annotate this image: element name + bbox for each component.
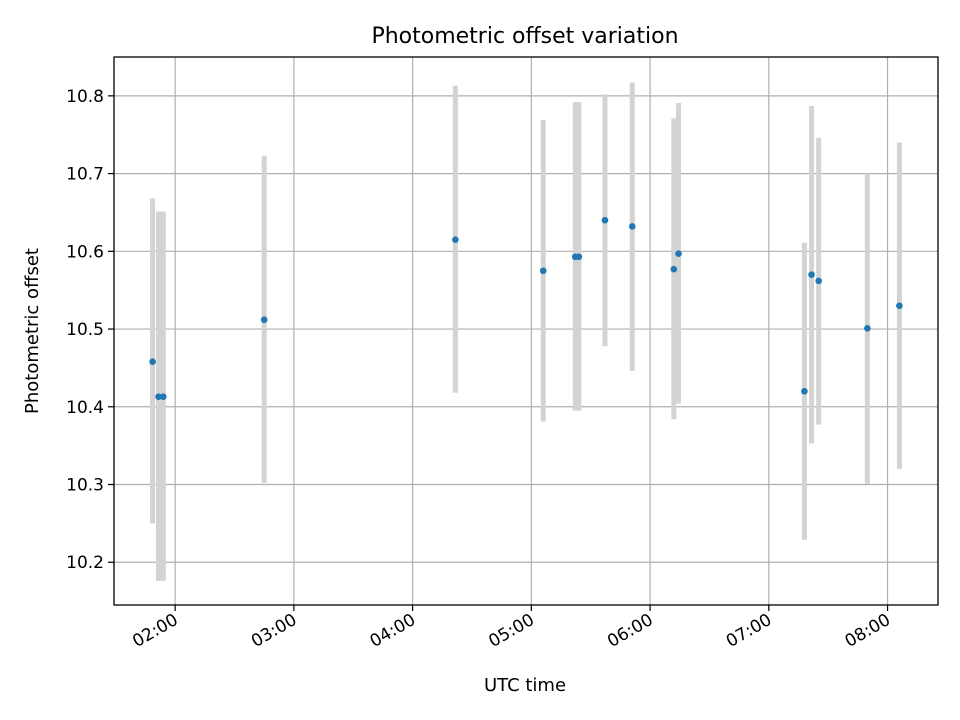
data-point-12 (801, 387, 808, 395)
y-tick-label-3: 10.5 (66, 320, 104, 340)
chart-title: Photometric offset variation (371, 24, 678, 49)
plot-frame (113, 56, 939, 606)
data-point-11 (675, 250, 682, 257)
data-point-3 (260, 316, 268, 324)
x-axis-label: UTC time (484, 675, 566, 696)
data-point-4 (452, 236, 459, 243)
data-point-5 (539, 267, 547, 275)
gridlines (114, 57, 938, 605)
data-point-14 (815, 277, 822, 285)
data-point-2 (159, 393, 167, 400)
data-point-13 (808, 271, 815, 278)
y-tick-label-5: 10.7 (66, 165, 104, 185)
data-points (149, 216, 903, 400)
y-tick-label-2: 10.4 (66, 398, 104, 418)
y-tick-label-1: 10.3 (66, 476, 104, 496)
data-point-16 (896, 302, 903, 310)
y-tick-label-4: 10.6 (66, 242, 104, 262)
y-axis: 10.2 10.3 10.4 10.5 10.6 10.7 10.8 (66, 87, 114, 573)
data-point-7 (575, 253, 583, 261)
y-tick-label-0: 10.2 (66, 553, 104, 573)
data-point-15 (864, 324, 871, 332)
y-tick-label-6: 10.8 (66, 87, 104, 107)
data-point-1 (155, 393, 162, 400)
y-axis-label: Photometric offset (22, 248, 43, 414)
data-point-0 (149, 358, 156, 366)
data-point-8 (601, 216, 609, 224)
data-point-10 (670, 265, 678, 273)
data-point-9 (628, 223, 636, 230)
